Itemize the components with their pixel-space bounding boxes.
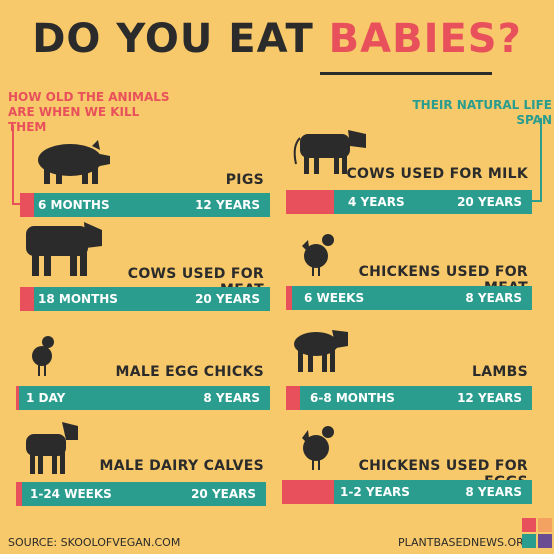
life-span: 20 YEARS — [457, 195, 522, 209]
kill-age: 1-2 YEARS — [340, 485, 410, 499]
bar-age-segment — [286, 286, 292, 310]
calf-icon — [26, 422, 78, 474]
pig-icon — [38, 140, 110, 184]
title-part1: DO YOU EAT — [32, 16, 329, 62]
bull-icon — [26, 222, 102, 276]
bar-chickens-eggs: 1-2 YEARS 8 YEARS — [282, 480, 532, 504]
life-span: 12 YEARS — [195, 198, 260, 212]
kill-age: 6 MONTHS — [38, 198, 110, 212]
bar-age-segment — [16, 386, 19, 410]
row-label-male-egg-chicks: MALE EGG CHICKS — [115, 364, 264, 380]
chicken-icon — [302, 234, 334, 276]
life-span: 20 YEARS — [191, 487, 256, 501]
kill-age: 6-8 MONTHS — [310, 391, 395, 405]
row-label-male-dairy-calves: MALE DAIRY CALVES — [99, 458, 264, 474]
bar-male-dairy-calves: 1-24 WEEKS 20 YEARS — [16, 482, 266, 506]
row-label-cows-milk: COWS USED FOR MILK — [346, 166, 528, 182]
row-label-lambs: LAMBS — [472, 364, 528, 380]
bar-age-segment — [20, 193, 34, 217]
life-span: 8 YEARS — [203, 391, 260, 405]
bar-cows-meat: 18 MONTHS 20 YEARS — [20, 287, 270, 311]
page-title: DO YOU EAT BABIES? — [0, 16, 554, 76]
kill-age: 4 YEARS — [348, 195, 405, 209]
legend-left-leader — [12, 125, 22, 205]
bar-chickens-meat: 6 WEEKS 8 YEARS — [286, 286, 532, 310]
kill-age: 1 DAY — [26, 391, 66, 405]
kill-age: 6 WEEKS — [304, 291, 365, 305]
source-credit: SOURCE: SKOOLOFVEGAN.COM — [8, 536, 181, 549]
chick-icon — [32, 336, 54, 376]
bar-cows-milk: 4 YEARS 20 YEARS — [286, 190, 532, 214]
bar-age-segment — [286, 190, 334, 214]
title-part2: BABIES? — [328, 16, 522, 62]
life-span: 8 YEARS — [465, 485, 522, 499]
logo-icon — [522, 518, 552, 548]
life-span: 20 YEARS — [195, 292, 260, 306]
row-label-pigs: PIGS — [225, 172, 264, 188]
hen-icon — [302, 426, 334, 470]
legend-right-leader — [532, 118, 542, 202]
bar-pigs: 6 MONTHS 12 YEARS — [20, 193, 270, 217]
kill-age: 1-24 WEEKS — [30, 487, 112, 501]
lamb-icon — [294, 330, 348, 372]
legend-life-span: THEIR NATURAL LIFE SPAN — [412, 98, 553, 127]
life-span: 8 YEARS — [465, 291, 522, 305]
bar-age-segment — [286, 386, 300, 410]
site-credit: PLANTBASEDNEWS.ORG — [398, 536, 533, 549]
bar-age-segment — [16, 482, 22, 506]
bar-age-segment — [20, 287, 34, 311]
life-span: 12 YEARS — [457, 391, 522, 405]
cow-icon — [293, 130, 366, 174]
bar-age-segment — [282, 480, 334, 504]
title-underline — [320, 72, 492, 75]
bar-lambs: 6-8 MONTHS 12 YEARS — [286, 386, 532, 410]
bar-male-egg-chicks: 1 DAY 8 YEARS — [16, 386, 270, 410]
legend-kill-age: HOW OLD THE ANIMALS ARE WHEN WE KILL THE… — [8, 90, 170, 134]
kill-age: 18 MONTHS — [38, 292, 118, 306]
